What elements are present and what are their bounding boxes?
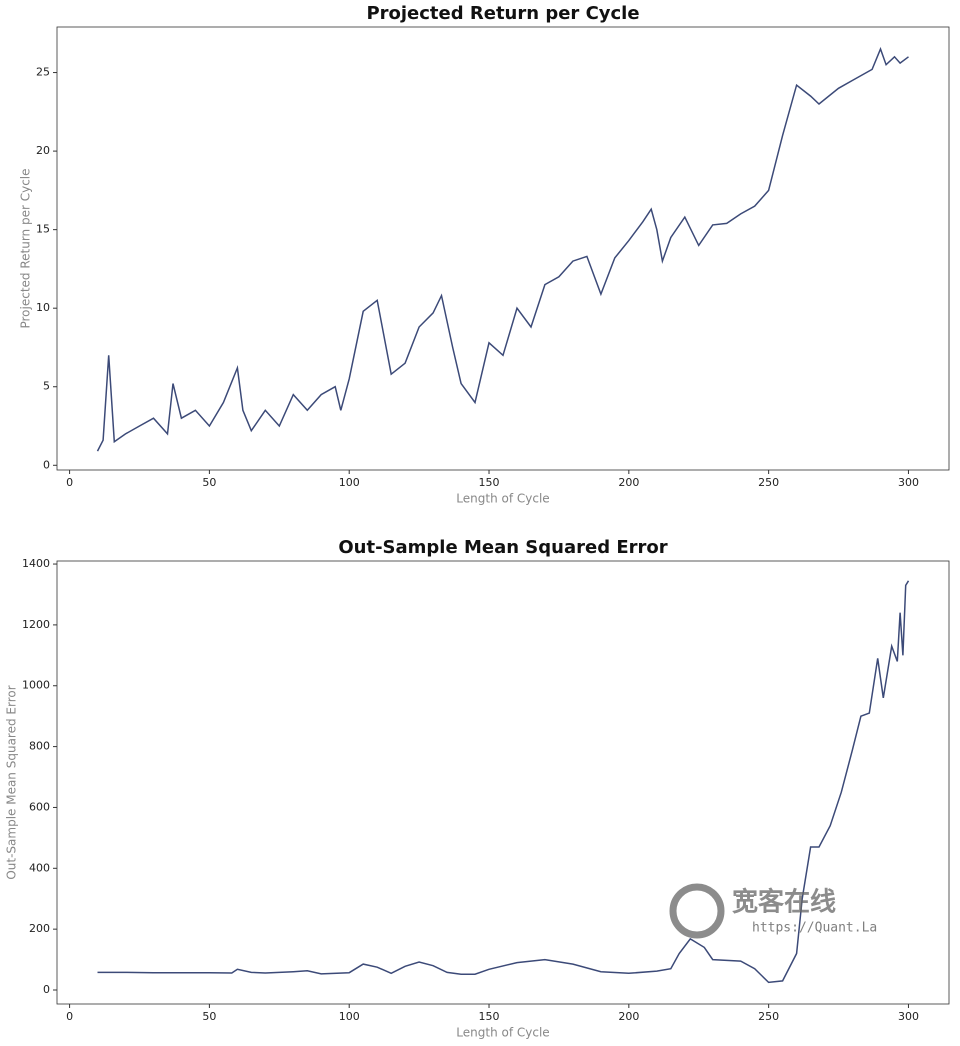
x-tick-label: 250 <box>758 476 779 489</box>
x-tick-label: 0 <box>66 476 73 489</box>
y-tick-label: 800 <box>29 740 50 753</box>
y-tick-label: 25 <box>36 66 50 79</box>
chart-title: Out-Sample Mean Squared Error <box>338 537 667 558</box>
plot-frame <box>56 26 950 471</box>
y-tick-label: 10 <box>36 301 50 314</box>
y-tick-label: 5 <box>43 380 50 393</box>
x-tick-label: 0 <box>66 1010 73 1023</box>
x-tick-label: 50 <box>202 476 216 489</box>
x-tick-label: 50 <box>202 1010 216 1023</box>
watermark-name: 宽客在线 <box>732 887 836 918</box>
data-line <box>96 46 909 452</box>
x-axis-label: Length of Cycle <box>456 1026 549 1040</box>
y-tick-label: 600 <box>29 800 50 813</box>
x-tick-label: 150 <box>479 1010 500 1023</box>
watermark-logo <box>669 883 725 939</box>
x-tick-label: 250 <box>758 1010 779 1023</box>
y-tick-label: 1000 <box>22 679 50 692</box>
y-tick-label: 1400 <box>22 557 50 570</box>
x-tick-label: 100 <box>339 1010 360 1023</box>
y-tick-label: 15 <box>36 223 50 236</box>
y-tick-label: 200 <box>29 922 50 935</box>
x-tick-label: 200 <box>618 476 639 489</box>
data-line <box>97 580 910 984</box>
y-tick-label: 20 <box>36 144 50 157</box>
chart-title: Projected Return per Cycle <box>366 3 639 24</box>
x-tick-label: 200 <box>618 1010 639 1023</box>
x-tick-label: 100 <box>339 476 360 489</box>
x-tick-label: 150 <box>479 476 500 489</box>
watermark-url: https://Quant.La <box>752 921 877 936</box>
y-tick-label: 0 <box>43 458 50 471</box>
x-axis-label: Length of Cycle <box>456 492 549 506</box>
y-axis-label: Out-Sample Mean Squared Error <box>5 685 19 879</box>
y-tick-label: 0 <box>43 983 50 996</box>
watermark: 宽客在线 https://Quant.La <box>669 883 877 939</box>
x-tick-label: 300 <box>898 1010 919 1023</box>
plot-frame <box>56 560 950 1005</box>
x-tick-label: 300 <box>898 476 919 489</box>
y-axis-label: Projected Return per Cycle <box>19 168 33 328</box>
y-tick-label: 1200 <box>22 618 50 631</box>
y-tick-label: 400 <box>29 861 50 874</box>
